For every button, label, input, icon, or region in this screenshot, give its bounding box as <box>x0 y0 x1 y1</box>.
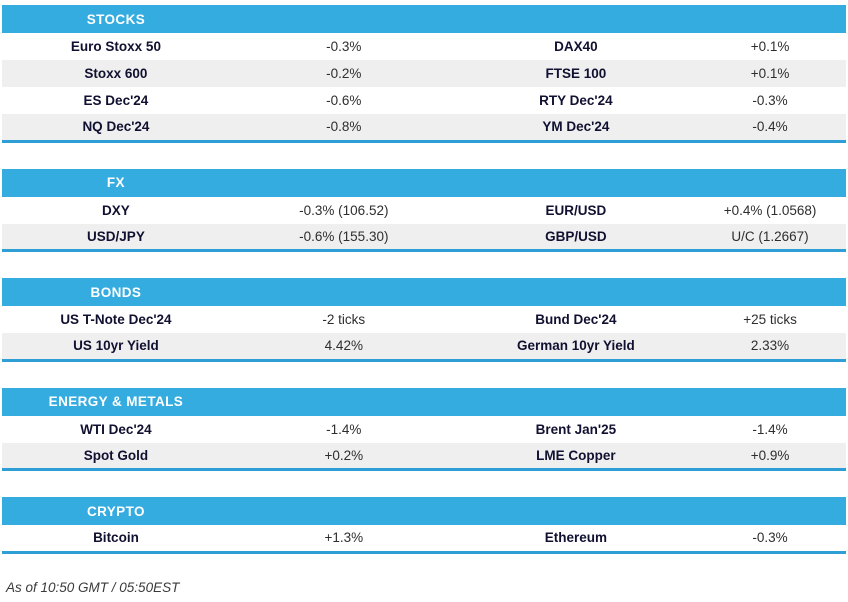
data-row: US T-Note Dec'24 -2 ticks Bund Dec'24 +25 t… <box>2 306 846 333</box>
instrument-name: DXY <box>102 202 130 218</box>
data-row: DXY -0.3% (106.52) EUR/USD +0.4% (1.0568) <box>2 197 846 224</box>
section-header-filler <box>694 387 846 416</box>
instrument-change: +0.4% (1.0568) <box>723 202 817 218</box>
section-header-filler <box>457 387 695 416</box>
instrument-change: -1.4% <box>326 421 362 437</box>
section-title: BONDS <box>2 278 230 306</box>
instrument-name: WTI Dec'24 <box>80 421 152 437</box>
instrument-change: -0.3% <box>752 93 788 108</box>
section-header-filler <box>694 5 846 33</box>
instrument-name: US T-Note Dec'24 <box>60 312 172 327</box>
section-header-filler <box>694 278 846 306</box>
instrument-change: +0.1% <box>750 66 790 81</box>
instrument-change: -0.3% <box>326 39 362 54</box>
section-header-bar: CRYPTO <box>2 497 846 525</box>
instrument-change: +1.3% <box>324 530 364 546</box>
timestamp-note: As of 10:50 GMT / 05:50EST <box>6 579 180 595</box>
instrument-change: -0.3% <box>752 530 788 546</box>
section-title: ENERGY & METALS <box>2 387 230 416</box>
instrument-name: Ethereum <box>544 530 608 546</box>
data-row: WTI Dec'24 -1.4% Brent Jan'25 -1.4% <box>2 416 846 443</box>
instrument-name: EUR/USD <box>545 202 607 218</box>
section-header-bar: ENERGY & METALS <box>2 387 846 416</box>
section-table-stocks: STOCKS Euro Stoxx 50 -0.3% DAX40 +0.1% Stoxx … <box>2 5 846 143</box>
instrument-name: Bund Dec'24 <box>535 312 617 327</box>
instrument-change: U/C (1.2667) <box>731 228 809 244</box>
instrument-name: NQ Dec'24 <box>82 119 150 135</box>
instrument-name: German 10yr Yield <box>516 338 635 354</box>
section-header-filler <box>229 168 458 197</box>
section-header-bar: BONDS <box>2 278 846 306</box>
instrument-change: -0.2% <box>326 66 362 81</box>
instrument-change: +0.9% <box>750 447 790 463</box>
instrument-name: FTSE 100 <box>545 66 607 81</box>
section-header-filler <box>694 497 846 525</box>
sections-container: STOCKS Euro Stoxx 50 -0.3% DAX40 +0.1% Stoxx … <box>2 5 846 554</box>
instrument-name: Stoxx 600 <box>84 66 148 81</box>
section-header-filler <box>457 497 695 525</box>
section-table-crypto: CRYPTO Bitcoin +1.3% Ethereum -0.3% <box>2 497 846 554</box>
instrument-change: +0.1% <box>750 39 790 54</box>
instrument-name: LME Copper <box>536 447 616 463</box>
section-header-filler <box>229 278 458 306</box>
section-title: FX <box>2 168 230 197</box>
instrument-name: Bitcoin <box>93 530 139 546</box>
data-row: Spot Gold +0.2% LME Copper +0.9% <box>2 442 846 470</box>
instrument-name: US 10yr Yield <box>73 338 159 354</box>
data-row: Stoxx 600 -0.2% FTSE 100 +0.1% <box>2 60 846 87</box>
instrument-change: -2 ticks <box>322 312 366 327</box>
section-table-energy-metals: ENERGY & METALS WTI Dec'24 -1.4% Brent Jan'… <box>2 387 846 471</box>
instrument-change: -0.4% <box>752 119 788 135</box>
section-header-bar: STOCKS <box>2 5 846 33</box>
section-title: CRYPTO <box>2 497 230 525</box>
data-row: US 10yr Yield 4.42% German 10yr Yield 2.33% <box>2 333 846 360</box>
data-row: USD/JPY -0.6% (155.30) GBP/USD U/C (1.2667) <box>2 223 846 251</box>
instrument-change: -0.6% (155.30) <box>299 228 389 244</box>
instrument-name: GBP/USD <box>545 228 607 244</box>
instrument-change: +0.2% <box>324 447 364 463</box>
section-title: STOCKS <box>2 5 230 33</box>
data-row: Euro Stoxx 50 -0.3% DAX40 +0.1% <box>2 33 846 60</box>
section-table-bonds: BONDS US T-Note Dec'24 -2 ticks Bund Dec'24… <box>2 278 846 362</box>
instrument-change: -0.6% <box>326 93 362 108</box>
section-header-filler <box>457 5 695 33</box>
data-row: ES Dec'24 -0.6% RTY Dec'24 -0.3% <box>2 87 846 114</box>
section-header-bar: FX <box>2 168 846 197</box>
instrument-change: +25 ticks <box>743 312 797 327</box>
section-header-filler <box>229 5 458 33</box>
instrument-name: Spot Gold <box>83 447 149 463</box>
instrument-name: Brent Jan'25 <box>535 421 617 437</box>
instrument-change: -0.8% <box>326 119 362 135</box>
instrument-change: 4.42% <box>324 338 363 354</box>
section-header-filler <box>457 278 695 306</box>
data-row: Bitcoin +1.3% Ethereum -0.3% <box>2 525 846 552</box>
section-header-filler <box>457 168 695 197</box>
instrument-change: -1.4% <box>752 421 788 437</box>
instrument-change: -0.3% (106.52) <box>299 202 389 218</box>
instrument-name: YM Dec'24 <box>542 119 610 135</box>
section-header-filler <box>229 387 458 416</box>
instrument-change: 2.33% <box>750 338 790 354</box>
instrument-name: USD/JPY <box>87 228 145 244</box>
instrument-name: DAX40 <box>554 39 598 54</box>
instrument-name: RTY Dec'24 <box>539 93 613 108</box>
section-header-filler <box>229 497 458 525</box>
section-header-filler <box>694 168 846 197</box>
instrument-name: Euro Stoxx 50 <box>70 39 161 54</box>
section-table-fx: FX DXY -0.3% (106.52) EUR/USD +0.4% (1.0568)… <box>2 168 846 252</box>
instrument-name: ES Dec'24 <box>83 93 149 108</box>
data-row: NQ Dec'24 -0.8% YM Dec'24 -0.4% <box>2 114 846 141</box>
